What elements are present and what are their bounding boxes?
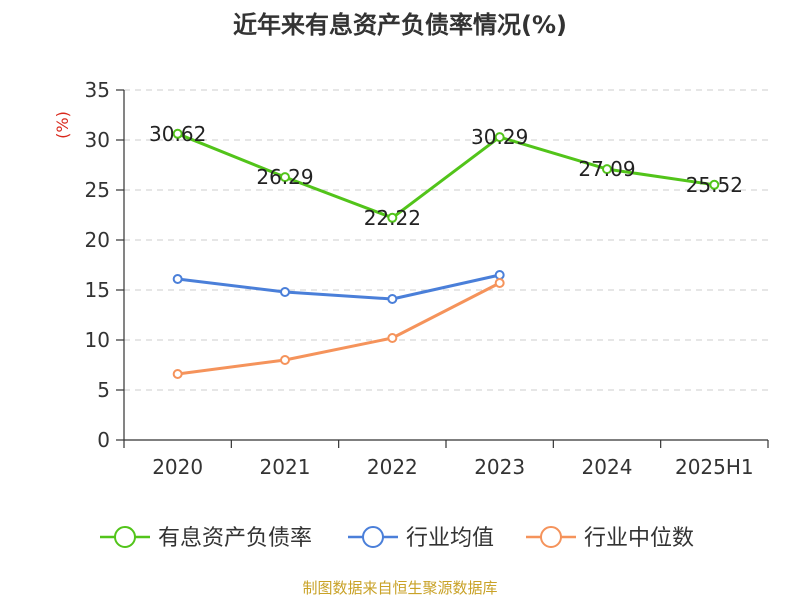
legend-marker: [540, 526, 562, 548]
y-tick-label: 15: [85, 278, 110, 302]
y-tick-label: 0: [97, 428, 110, 452]
data-point: [494, 270, 505, 280]
data-point: [494, 278, 505, 288]
legend-label: 有息资产负债率: [158, 526, 312, 551]
series-line: [177, 132, 715, 220]
y-tick-label: 25: [85, 178, 110, 202]
data-point: [280, 287, 290, 297]
source-note: 制图数据来自恒生聚源数据库: [302, 579, 497, 597]
x-tick-label: 2022: [367, 455, 418, 479]
data-point: [280, 355, 290, 365]
legend-marker: [114, 526, 136, 548]
data-point: [172, 274, 183, 284]
y-tick-label: 5: [97, 378, 110, 402]
x-tick-label: 2023: [474, 455, 525, 479]
x-tick-label: 2025H1: [675, 455, 754, 479]
data-labels: 30.62 26.29 22.22 30.29 27.09 25.52: [149, 122, 743, 230]
data-point: [494, 132, 505, 143]
data-label: 25.52: [686, 173, 743, 197]
y-tick-label: 10: [85, 328, 110, 352]
data-point: [387, 333, 398, 343]
y-axis-unit-label: (%): [53, 111, 72, 139]
y-tick-label: 35: [85, 78, 110, 102]
series-line: [177, 281, 501, 376]
data-label: 30.62: [149, 122, 206, 146]
x-tick-label: 2021: [260, 455, 311, 479]
legend-marker: [362, 526, 384, 548]
y-tick-label: 30: [85, 128, 110, 152]
x-tick-label: 2024: [582, 455, 633, 479]
chart-title: 近年来有息资产负债率情况(%): [233, 11, 567, 39]
data-point: [280, 172, 290, 183]
data-point: [709, 179, 720, 190]
data-point: [387, 294, 398, 304]
grid-lines: [124, 89, 768, 391]
y-tick-label: 20: [85, 228, 110, 252]
series-lines: [172, 128, 720, 379]
legend-label: 行业中位数: [584, 526, 694, 551]
legend: 有息资产负债率 行业均值 行业中位数: [100, 526, 694, 551]
axes: 0 5 10 15 20 25 30 35 2020 2021 2022 2023 2024 2025H1: [85, 78, 769, 479]
legend-label: 行业均值: [406, 526, 494, 551]
data-label: 30.29: [471, 125, 528, 149]
data-point: [602, 164, 612, 175]
data-label: 26.29: [256, 165, 313, 189]
data-label: 27.09: [578, 157, 635, 181]
data-point: [172, 128, 183, 139]
x-tick-label: 2020: [152, 455, 203, 479]
data-point: [172, 369, 183, 379]
data-label: 22.22: [364, 206, 421, 230]
series-line: [177, 273, 500, 301]
data-point: [387, 212, 398, 223]
